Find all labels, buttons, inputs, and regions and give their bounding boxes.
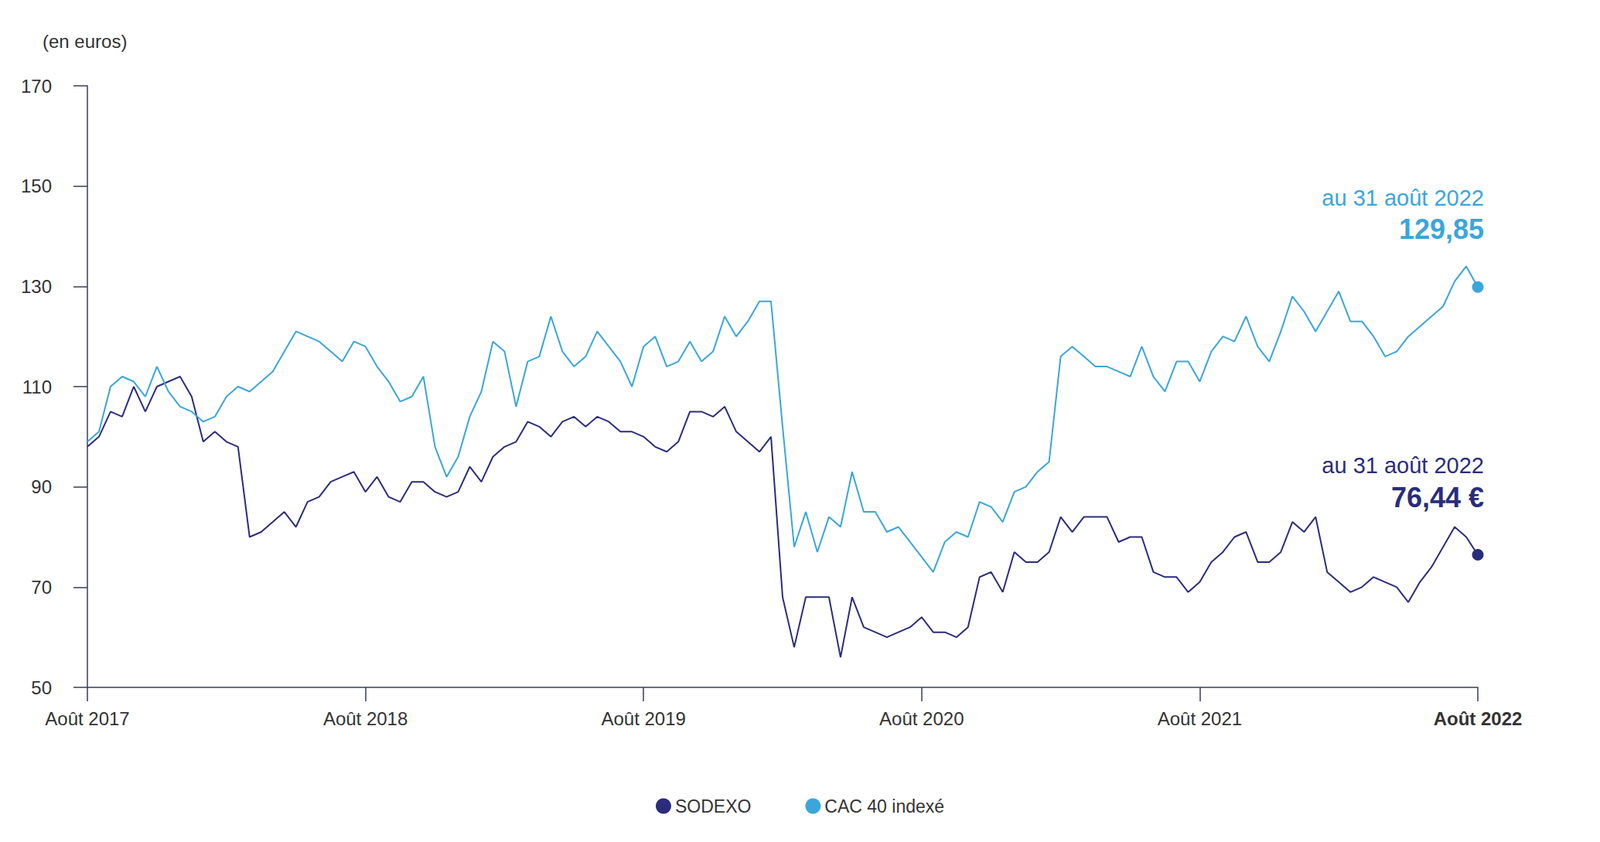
svg-text:Août 2022: Août 2022: [1433, 708, 1523, 730]
svg-text:Août 2019: Août 2019: [600, 708, 686, 730]
svg-text:130: 130: [20, 276, 52, 297]
svg-text:Août 2021: Août 2021: [1157, 708, 1242, 730]
svg-text:50: 50: [30, 677, 52, 699]
svg-text:129,85: 129,85: [1398, 213, 1485, 246]
svg-text:110: 110: [22, 376, 52, 398]
svg-text:76,44 €: 76,44 €: [1391, 481, 1485, 514]
svg-text:CAC 40 indexé: CAC 40 indexé: [824, 796, 945, 817]
svg-text:(en euros): (en euros): [42, 30, 127, 52]
svg-text:170: 170: [20, 75, 52, 97]
svg-text:au 31 août 2022: au 31 août 2022: [1321, 453, 1485, 478]
svg-text:70: 70: [30, 576, 52, 598]
svg-text:Août 2017: Août 2017: [44, 708, 130, 730]
svg-text:Août 2020: Août 2020: [879, 708, 964, 730]
svg-text:au 31 août 2022: au 31 août 2022: [1321, 185, 1485, 211]
svg-text:90: 90: [30, 476, 52, 498]
svg-text:Août 2018: Août 2018: [323, 708, 408, 730]
svg-text:SODEXO: SODEXO: [675, 796, 751, 817]
svg-text:150: 150: [20, 175, 52, 197]
